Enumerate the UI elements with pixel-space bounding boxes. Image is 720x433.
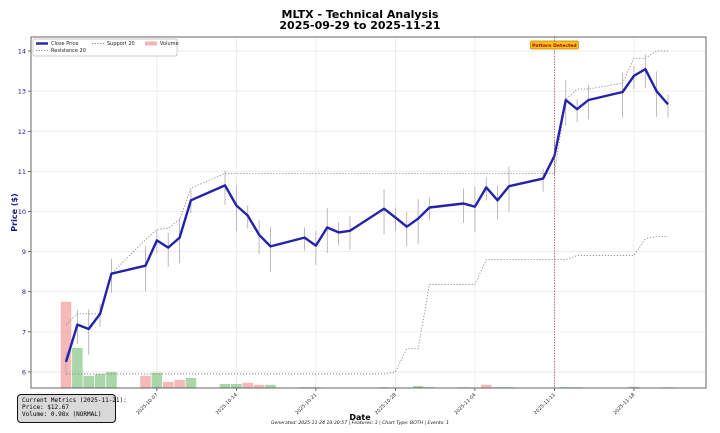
chart-title-line2: 2025-09-29 to 2025-11-21 [279,19,441,32]
y-tick-label: 11 [18,168,26,176]
x-axis-label: Date [349,413,371,422]
volume-bar [162,381,174,388]
legend-entry: Support 20 [107,41,135,47]
volume-bar [94,373,106,388]
close-price-line [64,67,669,363]
y-tick-label: 8 [22,288,26,296]
volume-bar [185,377,197,388]
y-tick-label: 6 [22,368,26,376]
y-tick-label: 9 [22,248,26,256]
generated-footer: Generated: 2025-11-24 10:30:57 | Feature… [270,421,450,426]
legend-entry: Close Price [51,41,78,47]
volume-bar [265,384,276,388]
volume-bar [480,384,492,388]
chart-title-line1: MLTX - Technical Analysis [281,8,439,21]
y-axis-label: Price ($) [10,193,19,231]
volume-bar [151,372,163,388]
support-line [66,235,668,375]
metrics-date: Current Metrics (2025-11-21): [22,397,127,404]
metrics-volume: Volume: 0.98x (NORMAL) [22,411,102,418]
volume-bar [253,384,265,388]
chart-legend: Close Price Support 20 Resistance 20 Volume [32,38,179,57]
y-tick-label: 10 [18,208,26,216]
volume-bar [83,375,95,388]
volume-bar [72,347,83,388]
svg-text:Pattern Detected: Pattern Detected [532,43,577,49]
volume-bar [412,385,424,388]
pattern-detected-badge [530,40,579,50]
volume-bar [174,379,185,388]
metrics-price: Price: $12.67 [22,404,69,411]
volume-bar [231,383,242,388]
volume-bar [242,382,254,388]
volume-bar [628,386,640,388]
legend-entry: Resistance 20 [51,48,86,54]
y-tick-label: 7 [22,328,26,336]
current-metrics-box: Current Metrics (2025-11-21): Price: $12… [17,394,127,423]
y-tick-label: 14 [18,48,26,56]
legend-entry: Volume [160,41,179,47]
y-tick-label: 13 [18,88,26,96]
y-tick-label: 12 [18,128,26,136]
volume-bar [60,301,72,388]
volume-bar [106,371,117,388]
volume-bar [219,383,231,388]
volume-bar [140,375,151,388]
resistance-line [65,50,668,325]
